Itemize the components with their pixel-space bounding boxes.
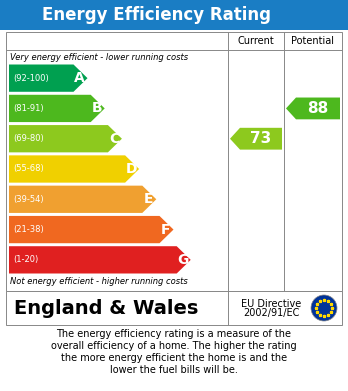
Bar	[6, 32, 342, 291]
Text: D: D	[125, 162, 137, 176]
Text: (55-68): (55-68)	[13, 165, 44, 174]
Text: Energy Efficiency Rating: Energy Efficiency Rating	[42, 6, 271, 24]
Text: G: G	[177, 253, 188, 267]
Circle shape	[311, 295, 337, 321]
Text: (81-91): (81-91)	[13, 104, 44, 113]
Text: lower the fuel bills will be.: lower the fuel bills will be.	[110, 365, 238, 375]
Text: Very energy efficient - lower running costs: Very energy efficient - lower running co…	[10, 54, 188, 63]
Text: (1-20): (1-20)	[13, 255, 38, 264]
Polygon shape	[9, 125, 122, 152]
Text: 73: 73	[250, 131, 272, 146]
Text: 88: 88	[307, 101, 329, 116]
Text: Potential: Potential	[292, 36, 334, 46]
Text: B: B	[92, 101, 102, 115]
Text: (92-100): (92-100)	[13, 74, 49, 83]
Text: The energy efficiency rating is a measure of the: The energy efficiency rating is a measur…	[56, 329, 292, 339]
Text: A: A	[74, 71, 85, 85]
Polygon shape	[9, 155, 139, 183]
Bar	[6, 291, 342, 325]
Text: EU Directive: EU Directive	[241, 299, 301, 309]
Text: England & Wales: England & Wales	[14, 298, 198, 317]
Text: (39-54): (39-54)	[13, 195, 44, 204]
Text: (69-80): (69-80)	[13, 134, 44, 143]
Text: overall efficiency of a home. The higher the rating: overall efficiency of a home. The higher…	[51, 341, 297, 351]
Polygon shape	[9, 186, 156, 213]
Text: C: C	[109, 132, 119, 146]
Text: Not energy efficient - higher running costs: Not energy efficient - higher running co…	[10, 276, 188, 285]
Polygon shape	[230, 128, 282, 150]
Polygon shape	[9, 246, 191, 273]
Text: E: E	[144, 192, 153, 206]
Text: the more energy efficient the home is and the: the more energy efficient the home is an…	[61, 353, 287, 363]
Text: 2002/91/EC: 2002/91/EC	[243, 308, 299, 318]
Text: Current: Current	[238, 36, 274, 46]
Text: (21-38): (21-38)	[13, 225, 44, 234]
Polygon shape	[286, 97, 340, 119]
Bar	[0, 0, 348, 30]
Polygon shape	[9, 65, 87, 92]
Text: F: F	[161, 222, 170, 237]
Polygon shape	[9, 216, 174, 243]
Polygon shape	[9, 95, 105, 122]
